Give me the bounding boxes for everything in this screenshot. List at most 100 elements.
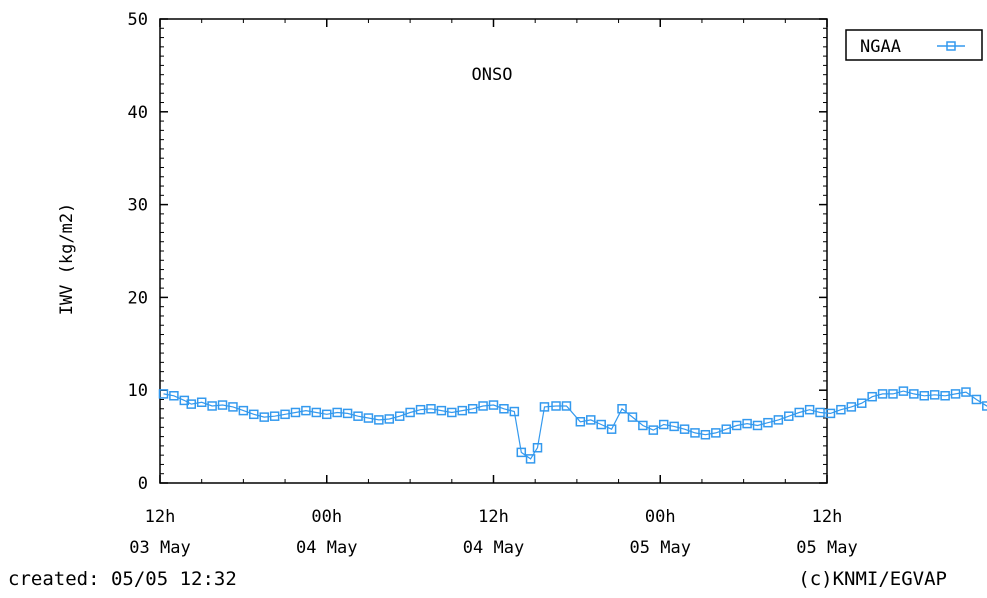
data-point [679,424,690,434]
data-point [228,402,238,412]
data-point [169,391,179,401]
data-point [794,407,804,418]
data-point [888,389,898,399]
series-ngaa [158,386,987,464]
data-point [721,424,732,434]
data-point [846,402,857,412]
data-point [919,391,930,401]
y-tick-label: 40 [128,103,148,123]
data-point [596,419,606,430]
data-point [415,404,426,415]
data-point [322,409,332,420]
data-point [394,411,405,421]
data-point [742,418,752,429]
data-point [836,404,846,415]
copyright-credit: (c)KNMI/EGVAP [798,568,947,590]
data-point [658,419,669,430]
legend-box [845,29,983,61]
data-point [332,407,342,418]
x-tick-label-time: 12h [812,507,843,527]
data-point [648,425,659,435]
data-point [539,402,550,412]
axes: 0 10 20 30 40 50 12h 03 May 00h 04 May 12h 04 May 00… [128,10,858,558]
data-point [940,391,950,401]
data-point [825,408,836,419]
data-point [971,394,982,405]
legend-label-ngaa: NGAA [860,37,901,57]
created-timestamp: created: 05/05 12:32 [8,568,237,590]
data-point [606,424,617,434]
data-point [773,415,784,425]
data-point [280,409,290,420]
data-point [488,400,499,410]
data-point [561,401,572,411]
data-point [867,391,877,402]
data-point [374,415,384,425]
data-point [457,405,467,416]
data-point [575,417,586,427]
chart: 0 10 20 30 40 50 12h 03 May 00h 04 May 12h 04 May 00… [57,10,987,558]
data-point [196,397,207,408]
x-tick-label-date: 05 May [796,538,857,558]
data-point [447,407,457,418]
data-point [690,428,700,438]
data-point [669,421,679,432]
data-point [711,428,721,438]
data-point [763,417,773,428]
data-point [363,413,374,423]
data-point [301,405,311,416]
data-point [617,404,627,414]
x-tick-label-date: 05 May [630,538,691,558]
data-point [158,389,169,399]
data-point [249,409,259,420]
data-point [532,442,543,453]
y-axis-label: IWV (kg/m2) [57,203,77,316]
data-point [898,386,909,396]
data-point [238,405,249,416]
legend-marker [946,41,956,51]
data-point [627,412,638,422]
x-tick-label-date: 04 May [463,538,524,558]
legend: NGAA [845,29,983,61]
x-tick-label-date: 03 May [129,538,190,558]
data-point [525,454,536,464]
data-point [436,405,447,416]
data-point [700,429,711,440]
data-point [384,414,395,424]
data-point [186,399,197,409]
data-point [269,411,280,421]
data-point [311,407,322,418]
data-point [815,407,825,418]
data-point [929,390,940,400]
data-point [638,420,648,431]
x-tick-label-time: 00h [645,507,676,527]
series-line-ngaa [163,390,987,460]
data-point [217,400,228,410]
data-point [290,407,301,418]
x-tick-label-date: 04 May [296,538,357,558]
x-tick-label-time: 12h [145,507,176,527]
data-point [752,420,763,431]
data-point [731,420,742,431]
data-point [499,404,509,414]
data-point [509,406,520,417]
data-point [804,404,815,415]
y-tick-label: 50 [128,10,148,30]
x-tick-label-time: 12h [478,507,509,527]
x-tick-label-time: 00h [311,507,342,527]
data-point [259,412,269,422]
data-point [426,404,436,414]
data-point [516,447,527,458]
data-point [877,389,888,399]
data-point [909,389,919,399]
data-point [950,389,961,399]
y-tick-label: 10 [128,381,148,401]
data-point [467,404,478,414]
data-point [856,398,867,408]
data-point [353,411,363,421]
data-point [405,407,415,418]
data-point [207,401,217,411]
data-point [961,387,971,397]
data-point [784,411,794,421]
y-tick-label: 30 [128,196,148,216]
